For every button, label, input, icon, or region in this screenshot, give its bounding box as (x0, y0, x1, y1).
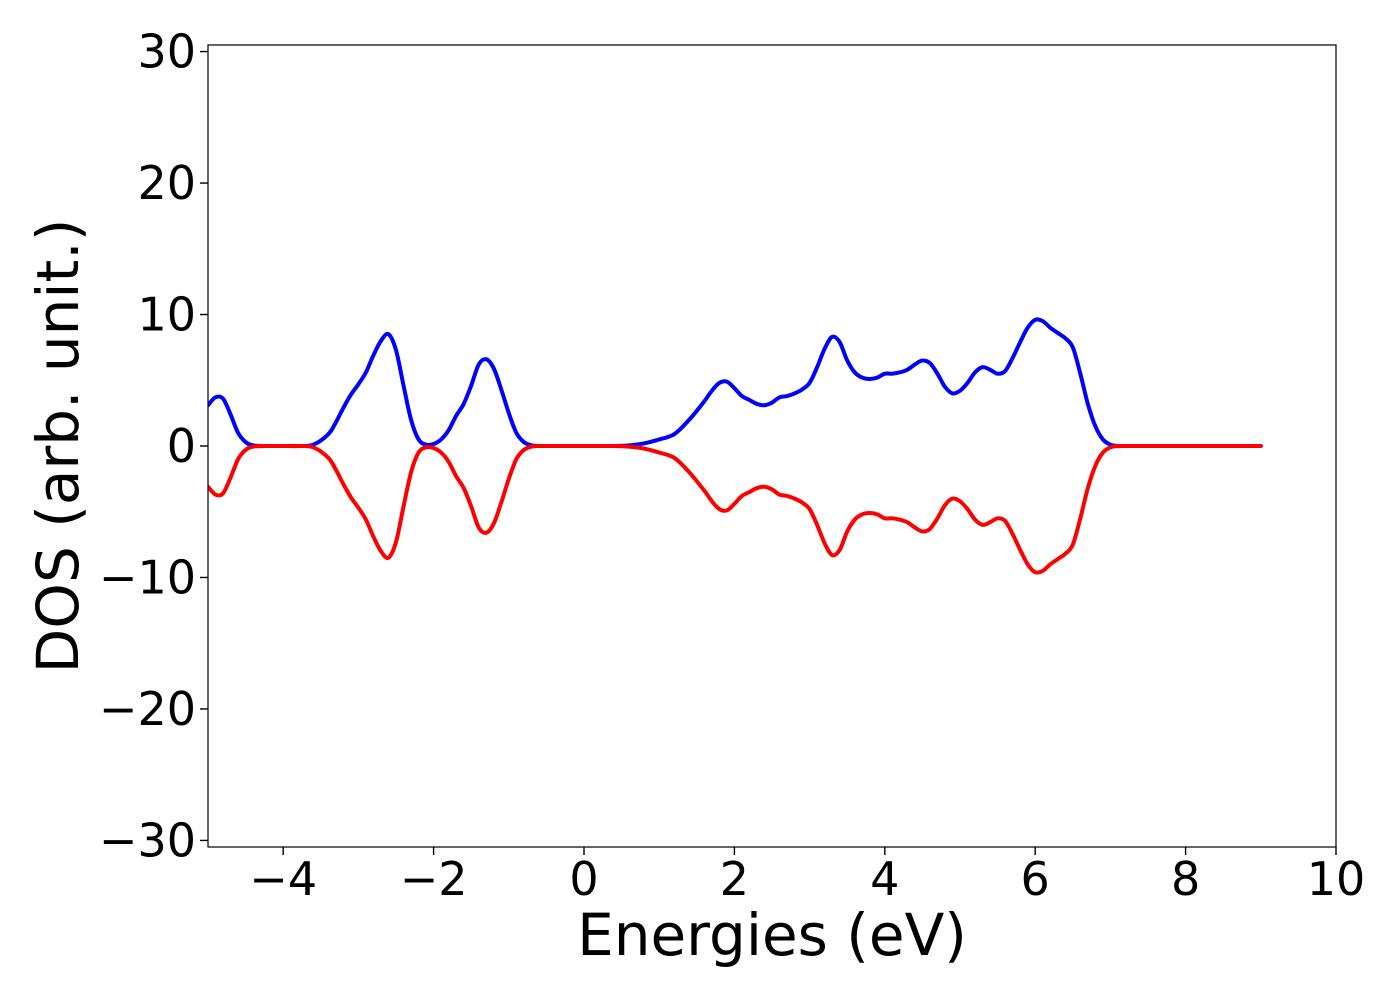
x-tick-label: −4 (249, 852, 317, 906)
y-tick-label: 0 (167, 419, 196, 473)
x-tick-label: 2 (720, 852, 749, 906)
dos-series-positive-line (208, 317, 1263, 449)
x-tick-label: 8 (1171, 852, 1200, 906)
y-tick-label: −10 (99, 550, 196, 604)
y-tick-label: 10 (137, 288, 196, 342)
dos-series-negative-line (208, 443, 1263, 575)
x-tick-label: 10 (1307, 852, 1366, 906)
y-tick-label: 20 (137, 156, 196, 210)
y-axis: −30 −20 −10 0 10 20 30 (99, 25, 208, 867)
x-tick-label: 4 (870, 852, 899, 906)
series-layer (208, 317, 1263, 575)
y-tick-label: −20 (99, 682, 196, 736)
x-tick-label: −2 (400, 852, 468, 906)
y-tick-label: −30 (99, 813, 196, 867)
x-tick-label: 6 (1021, 852, 1050, 906)
y-tick-label: 30 (137, 25, 196, 79)
x-axis: −4 −2 0 2 4 6 8 10 (249, 847, 1365, 906)
x-tick-label: 0 (569, 852, 598, 906)
y-axis-title: DOS (arb. unit.) (24, 219, 92, 674)
x-axis-title: Energies (eV) (577, 901, 967, 969)
